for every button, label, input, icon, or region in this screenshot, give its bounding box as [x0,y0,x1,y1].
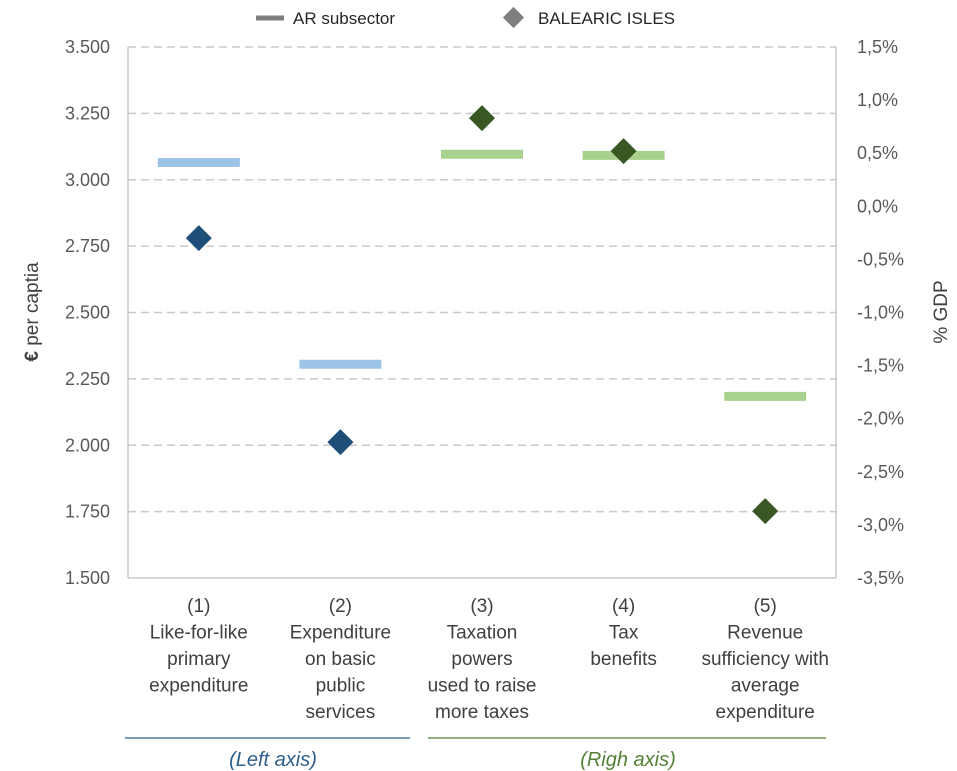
left-tick-label: 2.250 [65,369,110,389]
left-group-label: (Left axis) [229,749,317,771]
data-marks [157,105,807,525]
category-label-line: used to raise [428,676,537,697]
left-axis-title: € per captia [22,262,43,362]
legend-label-balearic-isles: BALEARIC ISLES [538,9,675,28]
category-label-line: Like-for-like [150,623,248,644]
right-tick-label: 1,5% [857,37,898,57]
left-tick-label: 3.500 [65,37,110,57]
right-tick-label: -3,0% [857,515,904,535]
right-tick-label: -2,5% [857,462,904,482]
right-axis-title: % GDP [931,280,952,343]
category-label-line: powers [451,649,512,670]
left-tick-label: 2.000 [65,435,110,455]
left-tick-label: 2.750 [65,236,110,256]
category-label-line: on basic [305,649,376,670]
balearic-isles-marker [327,429,354,456]
category-label-line: more taxes [435,702,529,723]
balearic-isles-marker [469,105,495,132]
category-label-line: (4) [612,596,635,617]
category-label-line: benefits [590,649,657,670]
left-tick-label: 2.500 [65,303,110,323]
gridlines [128,46,836,513]
category-label-line: (1) [187,596,210,617]
left-tick-label: 3.000 [65,170,110,190]
right-group-label: (Righ axis) [580,749,676,771]
legend-diamond-marker [502,6,525,29]
balearic-isles-marker [752,498,779,525]
right-tick-label: 0,5% [857,143,898,163]
right-tick-label: -2,0% [857,409,904,429]
right-tick-label: -3,5% [857,568,904,588]
category-label-line: (3) [470,596,493,617]
balearic-isles-marker [610,138,637,165]
right-tick-label: -0,5% [857,249,904,269]
right-tick-label: -1,5% [857,356,904,376]
category-label-line: Taxation [447,623,518,644]
category-label-line: Expenditure [290,623,391,644]
left-tick-label: 1.500 [65,568,110,588]
balearic-isles-marker [185,225,212,252]
category-label-line: Revenue [727,623,803,644]
category-label-line: expenditure [716,702,815,723]
category-label-line: services [306,702,376,723]
category-label-line: expenditure [149,676,248,697]
category-label-line: public [316,676,366,697]
right-tick-label: 0,0% [857,196,898,216]
category-label-line: primary [167,649,231,670]
legend: AR subsector BALEARIC ISLES [256,6,675,29]
right-tick-label: -1,0% [857,303,904,323]
left-tick-label: 3.250 [65,103,110,123]
category-label-line: (2) [329,596,352,617]
category-label-line: average [731,676,800,697]
category-labels: (1) Like-for-like primary expenditure (2) Exp… [149,596,829,723]
left-tick-label: 1.750 [65,502,110,522]
category-label-line: Tax [609,623,639,644]
right-tick-label: 1,0% [857,90,898,110]
category-label-line: sufficiency with [701,649,828,670]
legend-label-ar-subsector: AR subsector [293,9,395,28]
category-label-line: (5) [754,596,777,617]
axes: 1.500 1.750 2.000 2.250 2.500 2.750 3.000 3.250… [65,37,904,588]
